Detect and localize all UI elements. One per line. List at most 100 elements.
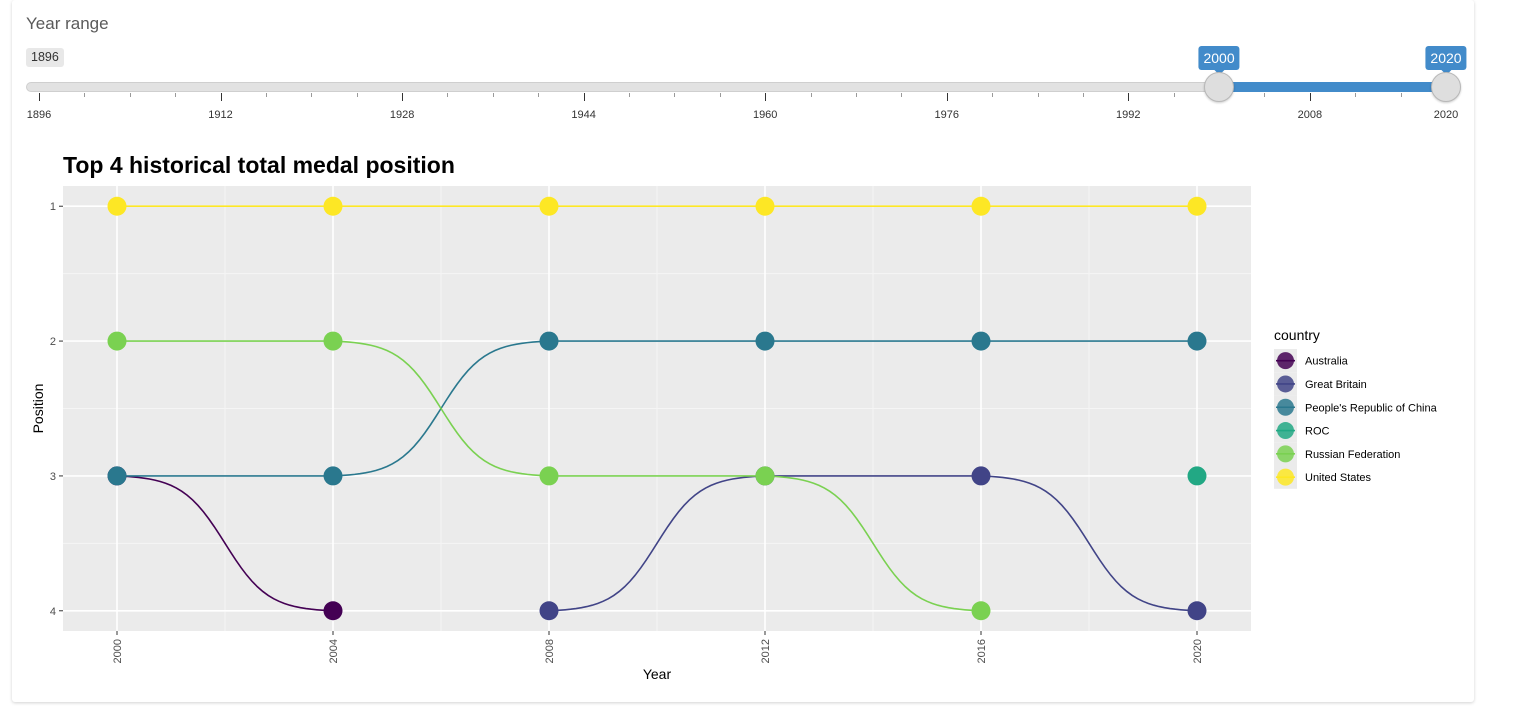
x-axis-label: Year [643, 666, 672, 682]
data-point [755, 331, 775, 351]
x-tick-label: 2012 [760, 639, 772, 663]
slider-minor-tick [356, 93, 358, 97]
slider-min-label: 1896 [26, 48, 64, 67]
slider-tick-label: 1896 [26, 109, 52, 121]
y-axis-label: Position [30, 384, 46, 434]
legend-point [1277, 468, 1294, 486]
data-point [1187, 466, 1207, 486]
series-points [107, 196, 1207, 621]
slider-major-tick [402, 93, 404, 101]
data-point [1187, 331, 1207, 351]
data-point [107, 331, 127, 351]
slider-major-tick [946, 93, 948, 101]
data-point [1187, 196, 1207, 216]
slider-minor-tick [719, 93, 721, 97]
data-point [1187, 601, 1207, 621]
y-tick-label: 2 [50, 336, 56, 348]
slider-from-handle[interactable] [1204, 72, 1235, 102]
slider-minor-tick [1082, 93, 1084, 97]
slider-minor-tick [810, 93, 812, 97]
legend-label: ROC [1305, 426, 1330, 438]
slider-major-tick [220, 93, 222, 101]
legend-label: Russian Federation [1305, 449, 1400, 461]
slider-minor-tick [674, 93, 676, 97]
data-point [539, 601, 559, 621]
slider-label: Year range [26, 14, 109, 33]
slider-from-label: 2000 [1198, 46, 1240, 75]
slider-tick-label: 1992 [1116, 109, 1141, 121]
series-line [116, 475, 334, 612]
slider-minor-tick [1037, 93, 1039, 97]
x-tick-label: 2004 [328, 639, 340, 663]
slider-minor-tick [538, 93, 540, 97]
slider-minor-tick [265, 93, 267, 97]
x-tick-label: 2016 [976, 639, 988, 663]
x-tick-label: 2020 [1192, 639, 1204, 663]
data-point [323, 196, 343, 216]
legend: country Australia Great Britain People's R… [1274, 327, 1438, 489]
data-point [971, 601, 991, 621]
slider-major-tick [1309, 93, 1311, 101]
legend-point [1277, 422, 1294, 440]
data-point [107, 196, 127, 216]
data-point [755, 466, 775, 486]
slider-minor-tick [901, 93, 903, 97]
data-point [107, 466, 127, 486]
slider-major-tick [1128, 93, 1130, 101]
slider-major-tick [765, 93, 767, 101]
slider-to-handle[interactable] [1431, 72, 1461, 102]
slider-selected-range[interactable] [1219, 82, 1446, 92]
slider-tick-label: 1960 [752, 109, 778, 121]
series-line [116, 340, 1197, 477]
data-point [539, 466, 559, 486]
legend-label: Great Britain [1305, 379, 1367, 391]
slider-tick-label: 2020 [1433, 109, 1459, 121]
slider-major-tick [583, 93, 585, 101]
data-point [323, 466, 343, 486]
chart-title: Top 4 historical total medal position [63, 152, 455, 178]
slider-tick-label: 1912 [208, 109, 233, 121]
slider-minor-tick [84, 93, 86, 97]
slider-minor-tick [1355, 93, 1357, 97]
x-tick-label: 2008 [544, 639, 556, 663]
slider-tick-label: 2008 [1297, 109, 1323, 121]
y-tick-label: 3 [50, 471, 56, 483]
legend-label: United States [1305, 472, 1372, 484]
legend-title: country [1274, 327, 1320, 343]
slider-minor-tick [1173, 93, 1175, 97]
slider-minor-tick [629, 93, 631, 97]
slider-minor-tick [175, 93, 177, 97]
slider-minor-tick [492, 93, 494, 97]
data-point [971, 196, 991, 216]
data-point [755, 196, 775, 216]
legend-label: People's Republic of China [1305, 402, 1438, 414]
data-point [323, 331, 343, 351]
data-point [539, 331, 559, 351]
slider-minor-tick [311, 93, 313, 97]
legend-point [1277, 375, 1294, 393]
x-tick-label: 2000 [112, 639, 124, 663]
legend-point [1277, 445, 1294, 463]
data-point [971, 466, 991, 486]
legend-point [1277, 352, 1294, 370]
slider-minor-tick [1264, 93, 1266, 97]
y-tick-label: 1 [50, 201, 56, 213]
slider-minor-tick [855, 93, 857, 97]
slider-tick-label: 1944 [571, 109, 596, 121]
data-point [323, 601, 343, 621]
slider-minor-tick [992, 93, 994, 97]
slider-minor-tick [1400, 93, 1402, 97]
slider-minor-tick [129, 93, 131, 97]
slider-minor-tick [447, 93, 449, 97]
data-point [539, 196, 559, 216]
legend-point [1277, 398, 1294, 416]
data-point [971, 331, 991, 351]
series-line [548, 475, 1198, 612]
y-tick-label: 4 [50, 606, 56, 618]
slider-tick-label: 1928 [389, 109, 415, 121]
slider-tick-label: 1976 [934, 109, 959, 121]
slider-major-tick [39, 93, 40, 101]
legend-label: Australia [1305, 356, 1349, 368]
axes: 1 2 3 4 2000 2004 2008 2012 2016 2020 [50, 201, 1204, 663]
